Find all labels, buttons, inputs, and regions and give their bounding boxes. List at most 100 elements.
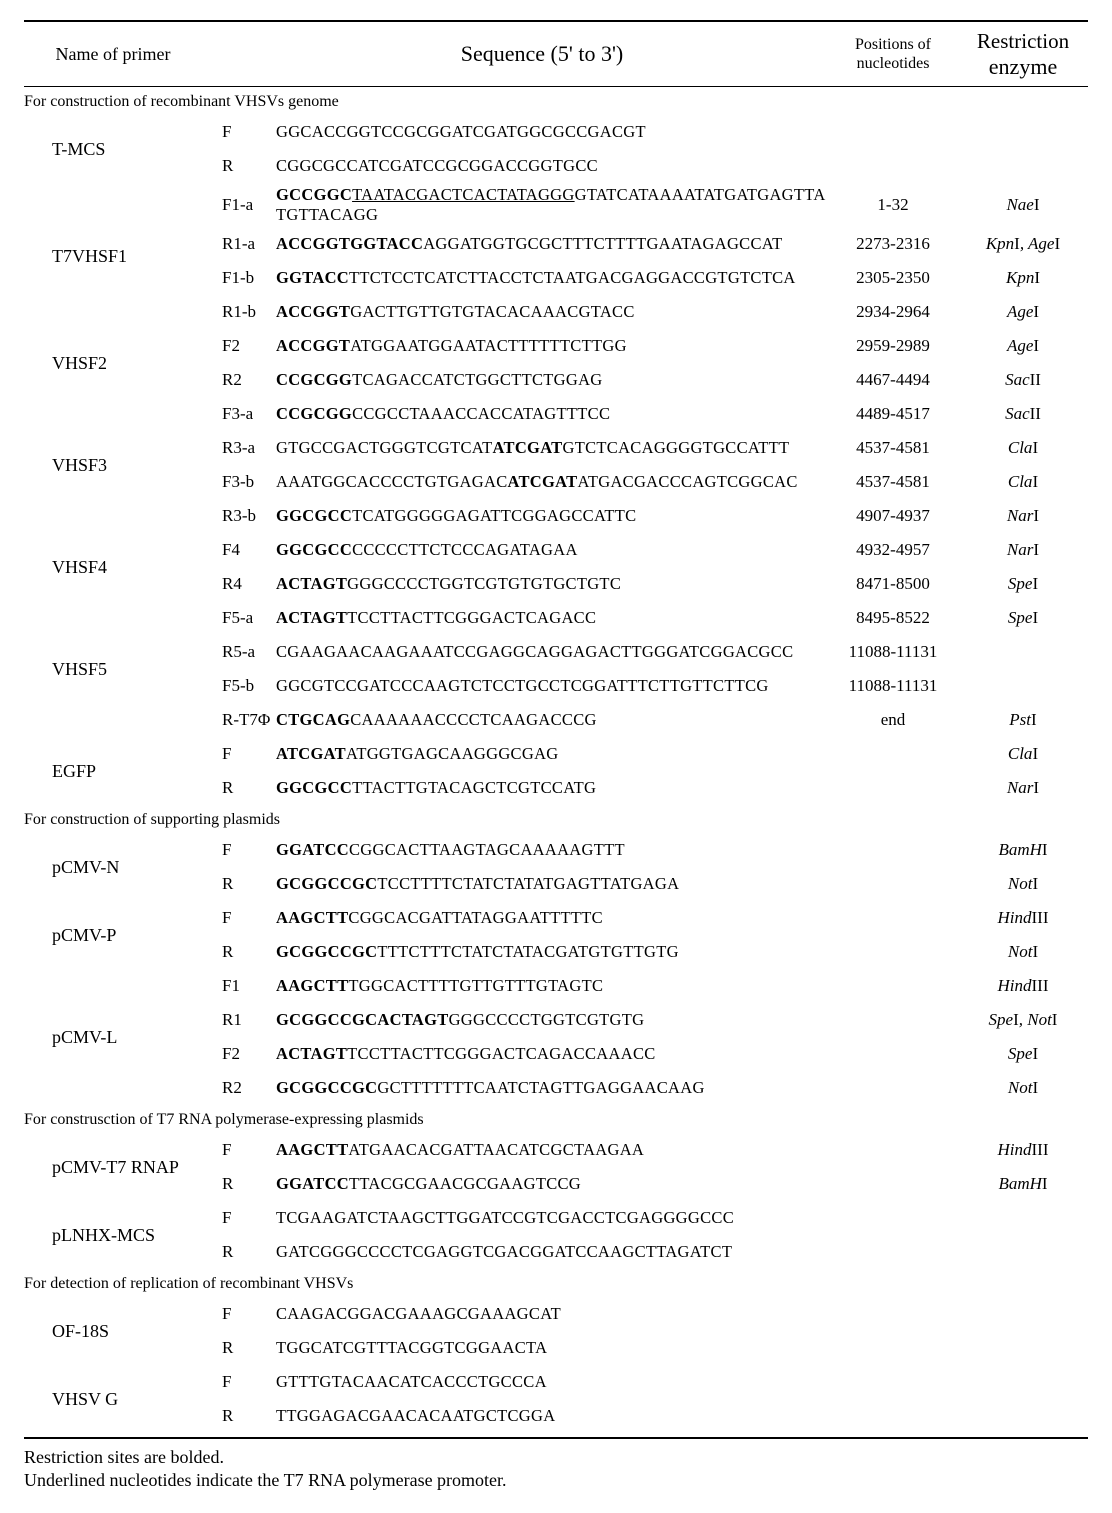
restriction-enzyme: BamHI bbox=[958, 1174, 1088, 1194]
primer-row: RCGGCGCCATCGATCCGCGGACCGGTGCC bbox=[222, 149, 1088, 183]
primer-positions: 2959-2989 bbox=[828, 336, 958, 356]
section-header: For construction of recombinant VHSVs ge… bbox=[24, 87, 1088, 115]
primer-row: F3-bAAATGGCACCCCTGTGAGACATCGATATGACGACCC… bbox=[222, 465, 1088, 499]
restriction-enzyme: SacII bbox=[958, 404, 1088, 424]
primer-sequence: CGGCGCCATCGATCCGCGGACCGGTGCC bbox=[276, 156, 828, 176]
primer-sequence: CCGCGGTCAGACCATCTGGCTTCTGGAG bbox=[276, 370, 828, 390]
primer-rows: FGTTTGTACAACATCACCCTGCCCARTTGGAGACGAACAC… bbox=[222, 1365, 1088, 1433]
primer-row: R1GCGGCCGCACTAGTGGGCCCCTGGTCGTGTG SpeI, N… bbox=[222, 1003, 1088, 1037]
primer-positions: 1-32 bbox=[828, 195, 958, 215]
primer-row: R2CCGCGGTCAGACCATCTGGCTTCTGGAG4467-4494S… bbox=[222, 363, 1088, 397]
primer-row: F1AAGCTTTGGCACTTTTGTTGTTTGTAGTCHindIII bbox=[222, 969, 1088, 1003]
section-header: For construsction of T7 RNA polymerase-e… bbox=[24, 1105, 1088, 1133]
primer-rows: FCAAGACGGACGAAAGCGAAAGCATRTGGCATCGTTTACG… bbox=[222, 1297, 1088, 1365]
primer-group: pCMV-LF1AAGCTTTGGCACTTTTGTTGTTTGTAGTCHin… bbox=[24, 969, 1088, 1105]
primer-direction: R1-a bbox=[222, 234, 276, 254]
primer-group: pLNHX-MCSFTCGAAGATCTAAGCTTGGATCCGTCGACCT… bbox=[24, 1201, 1088, 1269]
restriction-enzyme: NarI bbox=[958, 540, 1088, 560]
primer-name: pCMV-N bbox=[24, 833, 222, 901]
primer-sequence: GGCGTCCGATCCCAAGTCTCCTGCCTCGGATTTCTTGTTC… bbox=[276, 676, 828, 696]
primer-direction: F5-a bbox=[222, 608, 276, 628]
restriction-enzyme: NotI bbox=[958, 942, 1088, 962]
primer-direction: R bbox=[222, 1406, 276, 1426]
restriction-enzyme: NarI bbox=[958, 778, 1088, 798]
primer-direction: R1-b bbox=[222, 302, 276, 322]
footnote-underline: Underlined nucleotides indicate the T7 R… bbox=[24, 1470, 1088, 1491]
table-header-row: Name of primer Sequence (5' to 3') Posit… bbox=[24, 20, 1088, 87]
primer-positions: 4932-4957 bbox=[828, 540, 958, 560]
primer-name: pLNHX-MCS bbox=[24, 1201, 222, 1269]
header-positions: Positions of nucleotides bbox=[828, 35, 958, 73]
primer-positions: 2934-2964 bbox=[828, 302, 958, 322]
primer-row: R3-aGTGCCGACTGGGTCGTCATATCGATGTCTCACAGGG… bbox=[222, 431, 1088, 465]
primer-row: FGGATCCCGGCACTTAAGTAGCAAAAAGTTTBamHI bbox=[222, 833, 1088, 867]
primer-group: EGFPFATCGATATGGTGAGCAAGGGCGAGClaIRGGCGCC… bbox=[24, 737, 1088, 805]
primer-row: FCAAGACGGACGAAAGCGAAAGCAT bbox=[222, 1297, 1088, 1331]
primer-sequence: CGAAGAACAAGAAATCCGAGGCAGGAGACTTGGGATCGGA… bbox=[276, 642, 828, 662]
primer-positions: 4537-4581 bbox=[828, 438, 958, 458]
primer-sequence: GTGCCGACTGGGTCGTCATATCGATGTCTCACAGGGGTGC… bbox=[276, 438, 828, 458]
header-enzyme: Restriction enzyme bbox=[958, 28, 1088, 80]
primer-direction: R1 bbox=[222, 1010, 276, 1030]
restriction-enzyme: AgeI bbox=[958, 336, 1088, 356]
primer-direction: F1-b bbox=[222, 268, 276, 288]
primer-row: F5-aACTAGTTCCTTACTTCGGGACTCAGACC8495-852… bbox=[222, 601, 1088, 635]
primer-sequence: GGTACCTTCTCCTCATCTTACCTCTAATGACGAGGACCGT… bbox=[276, 268, 828, 288]
primer-row: F2ACTAGTTCCTTACTTCGGGACTCAGACCAAACCSpeI bbox=[222, 1037, 1088, 1071]
primer-rows: F3-aCCGCGGCCGCCTAAACCACCATAGTTTCC4489-45… bbox=[222, 397, 1088, 533]
restriction-enzyme: HindIII bbox=[958, 1140, 1088, 1160]
primer-row: RTTGGAGACGAACACAATGCTCGGA bbox=[222, 1399, 1088, 1433]
section-header: For construction of supporting plasmids bbox=[24, 805, 1088, 833]
primer-sequence: TCGAAGATCTAAGCTTGGATCCGTCGACCTCGAGGGGCCC bbox=[276, 1208, 828, 1228]
primer-direction: R bbox=[222, 1338, 276, 1358]
primer-direction: F1-a bbox=[222, 195, 276, 215]
primer-rows: FGGATCCCGGCACTTAAGTAGCAAAAAGTTTBamHI RGCG… bbox=[222, 833, 1088, 901]
primer-rows: F1AAGCTTTGGCACTTTTGTTGTTTGTAGTCHindIIIR1… bbox=[222, 969, 1088, 1105]
primer-sequence: ACTAGTTCCTTACTTCGGGACTCAGACC bbox=[276, 608, 828, 628]
primer-sequence: CAAGACGGACGAAAGCGAAAGCAT bbox=[276, 1304, 828, 1324]
primer-direction: F bbox=[222, 1140, 276, 1160]
restriction-enzyme: NarI bbox=[958, 506, 1088, 526]
primer-sequence: AAGCTTTGGCACTTTTGTTGTTTGTAGTC bbox=[276, 976, 828, 996]
primer-direction: F bbox=[222, 1372, 276, 1392]
primer-positions: 8495-8522 bbox=[828, 608, 958, 628]
primer-direction: R3-a bbox=[222, 438, 276, 458]
primer-sequence: GGCGCCTTACTTGTACAGCTCGTCCATG bbox=[276, 778, 828, 798]
restriction-enzyme: AgeI bbox=[958, 302, 1088, 322]
restriction-enzyme: SpeI, NotI bbox=[958, 1010, 1088, 1030]
primer-direction: R2 bbox=[222, 370, 276, 390]
primer-direction: F bbox=[222, 840, 276, 860]
primer-direction: F bbox=[222, 744, 276, 764]
primer-sequence: GGATCCCGGCACTTAAGTAGCAAAAAGTTT bbox=[276, 840, 828, 860]
primer-positions: 11088-11131 bbox=[828, 676, 958, 696]
primer-sequence: AAGCTTATGAACACGATTAACATCGCTAAGAA bbox=[276, 1140, 828, 1160]
primer-row: R4ACTAGTGGGCCCCTGGTCGTGTGTGCTGTC8471-850… bbox=[222, 567, 1088, 601]
primer-sequence: AAGCTTCGGCACGATTATAGGAATTTTTC bbox=[276, 908, 828, 928]
primer-positions: end bbox=[828, 710, 958, 730]
primer-direction: R5-a bbox=[222, 642, 276, 662]
primer-positions: 11088-11131 bbox=[828, 642, 958, 662]
primer-name: VHSF5 bbox=[24, 601, 222, 737]
primer-sequence: ATCGATATGGTGAGCAAGGGCGAG bbox=[276, 744, 828, 764]
footnotes: Restriction sites are bolded. Underlined… bbox=[24, 1447, 1088, 1491]
primer-sequence: GCGGCCGCTCCTTTTCTATCTATATGAGTTATGAGA bbox=[276, 874, 828, 894]
primer-row: RGGCGCCTTACTTGTACAGCTCGTCCATGNarI bbox=[222, 771, 1088, 805]
primer-sequence: GCGGCCGCACTAGTGGGCCCCTGGTCGTGTG bbox=[276, 1010, 828, 1030]
restriction-enzyme: NotI bbox=[958, 874, 1088, 894]
restriction-enzyme: NaeI bbox=[958, 195, 1088, 215]
primer-direction: R bbox=[222, 874, 276, 894]
primer-sequence: ACTAGTGGGCCCCTGGTCGTGTGTGCTGTC bbox=[276, 574, 828, 594]
primer-name: VHSF2 bbox=[24, 329, 222, 397]
primer-group: T7VHSF1F1-aGCCGGCTAATACGACTCACTATAGGGGTA… bbox=[24, 183, 1088, 329]
primer-row: R1-bACCGGTGACTTGTTGTGTACACAAACGTACC2934-… bbox=[222, 295, 1088, 329]
primer-group: VHSF5F5-aACTAGTTCCTTACTTCGGGACTCAGACC849… bbox=[24, 601, 1088, 737]
primer-sequence: GGATCCTTACGCGAACGCGAAGTCCG bbox=[276, 1174, 828, 1194]
primer-row: R3-bGGCGCCTCATGGGGGAGATTCGGAGCCATTC4907-… bbox=[222, 499, 1088, 533]
restriction-enzyme: KpnI, AgeI bbox=[958, 234, 1088, 254]
primer-positions: 8471-8500 bbox=[828, 574, 958, 594]
primer-direction: F bbox=[222, 1208, 276, 1228]
primer-sequence: GATCGGGCCCCTCGAGGTCGACGGATCCAAGCTTAGATCT bbox=[276, 1242, 828, 1262]
primer-name: pCMV-P bbox=[24, 901, 222, 969]
primer-direction: R bbox=[222, 942, 276, 962]
primer-row: FGGCACCGGTCCGCGGATCGATGGCGCCGACGT bbox=[222, 115, 1088, 149]
